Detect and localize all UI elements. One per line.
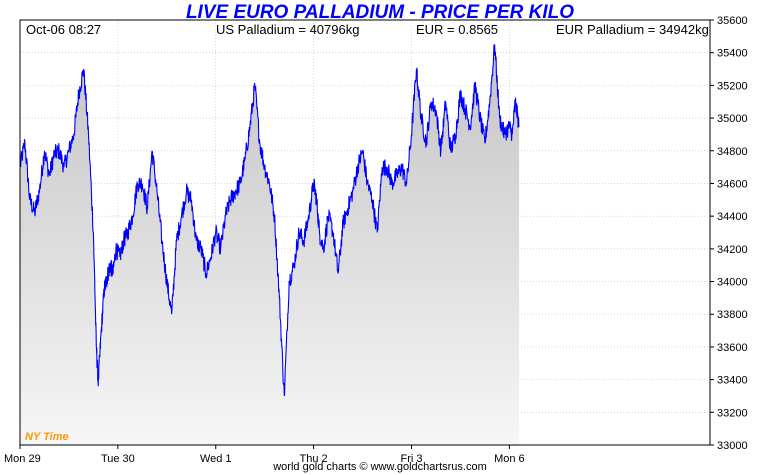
- y-tick-label: 34400: [717, 211, 748, 223]
- x-axis: Mon 29 Tue 30 Wed 1 Thu 2 Fri 3 Mon 6: [4, 445, 525, 465]
- x-tick-label: Fri 3: [400, 453, 422, 465]
- price-line: [20, 44, 520, 397]
- y-tick-label: 35600: [717, 15, 748, 27]
- timezone-label: NY Time: [25, 431, 69, 443]
- y-tick-label: 34800: [717, 146, 748, 158]
- y-tick-label: 33000: [717, 440, 748, 452]
- eur-price-label: EUR Palladium = 34942kg: [556, 22, 709, 37]
- y-tick-label: 33600: [717, 342, 748, 354]
- x-tick-label: Mon 6: [494, 453, 525, 465]
- y-tick-label: 33200: [717, 407, 748, 419]
- y-tick-label: 33800: [717, 309, 748, 321]
- x-tick-label: Tue 30: [101, 453, 135, 465]
- source-credit: world gold charts © www.goldchartsrus.co…: [273, 461, 487, 473]
- y-tick-label: 35400: [717, 48, 748, 60]
- chart-title: LIVE EURO PALLADIUM - PRICE PER KILO: [185, 2, 575, 23]
- y-tick-label: 33400: [717, 375, 748, 387]
- y-tick-label: 34600: [717, 178, 748, 190]
- price-area-fill: [20, 44, 520, 445]
- fx-rate-label: EUR = 0.8565: [416, 22, 499, 37]
- x-tick-label: Thu 2: [300, 453, 328, 465]
- x-tick-label: Wed 1: [200, 453, 232, 465]
- us-price-label: US Palladium = 40796kg: [216, 22, 360, 37]
- x-tick-label: Mon 29: [4, 453, 41, 465]
- y-tick-label: 35000: [717, 113, 748, 125]
- y-tick-label: 35200: [717, 80, 748, 92]
- y-tick-label: 34200: [717, 244, 748, 256]
- y-tick-label: 34000: [717, 277, 748, 289]
- timestamp-label: Oct-06 08:27: [26, 22, 102, 37]
- plot-frame: [19, 19, 711, 446]
- y-axis: 33000 33200 33400 33600 33800 34000 34200 34400…: [710, 15, 748, 452]
